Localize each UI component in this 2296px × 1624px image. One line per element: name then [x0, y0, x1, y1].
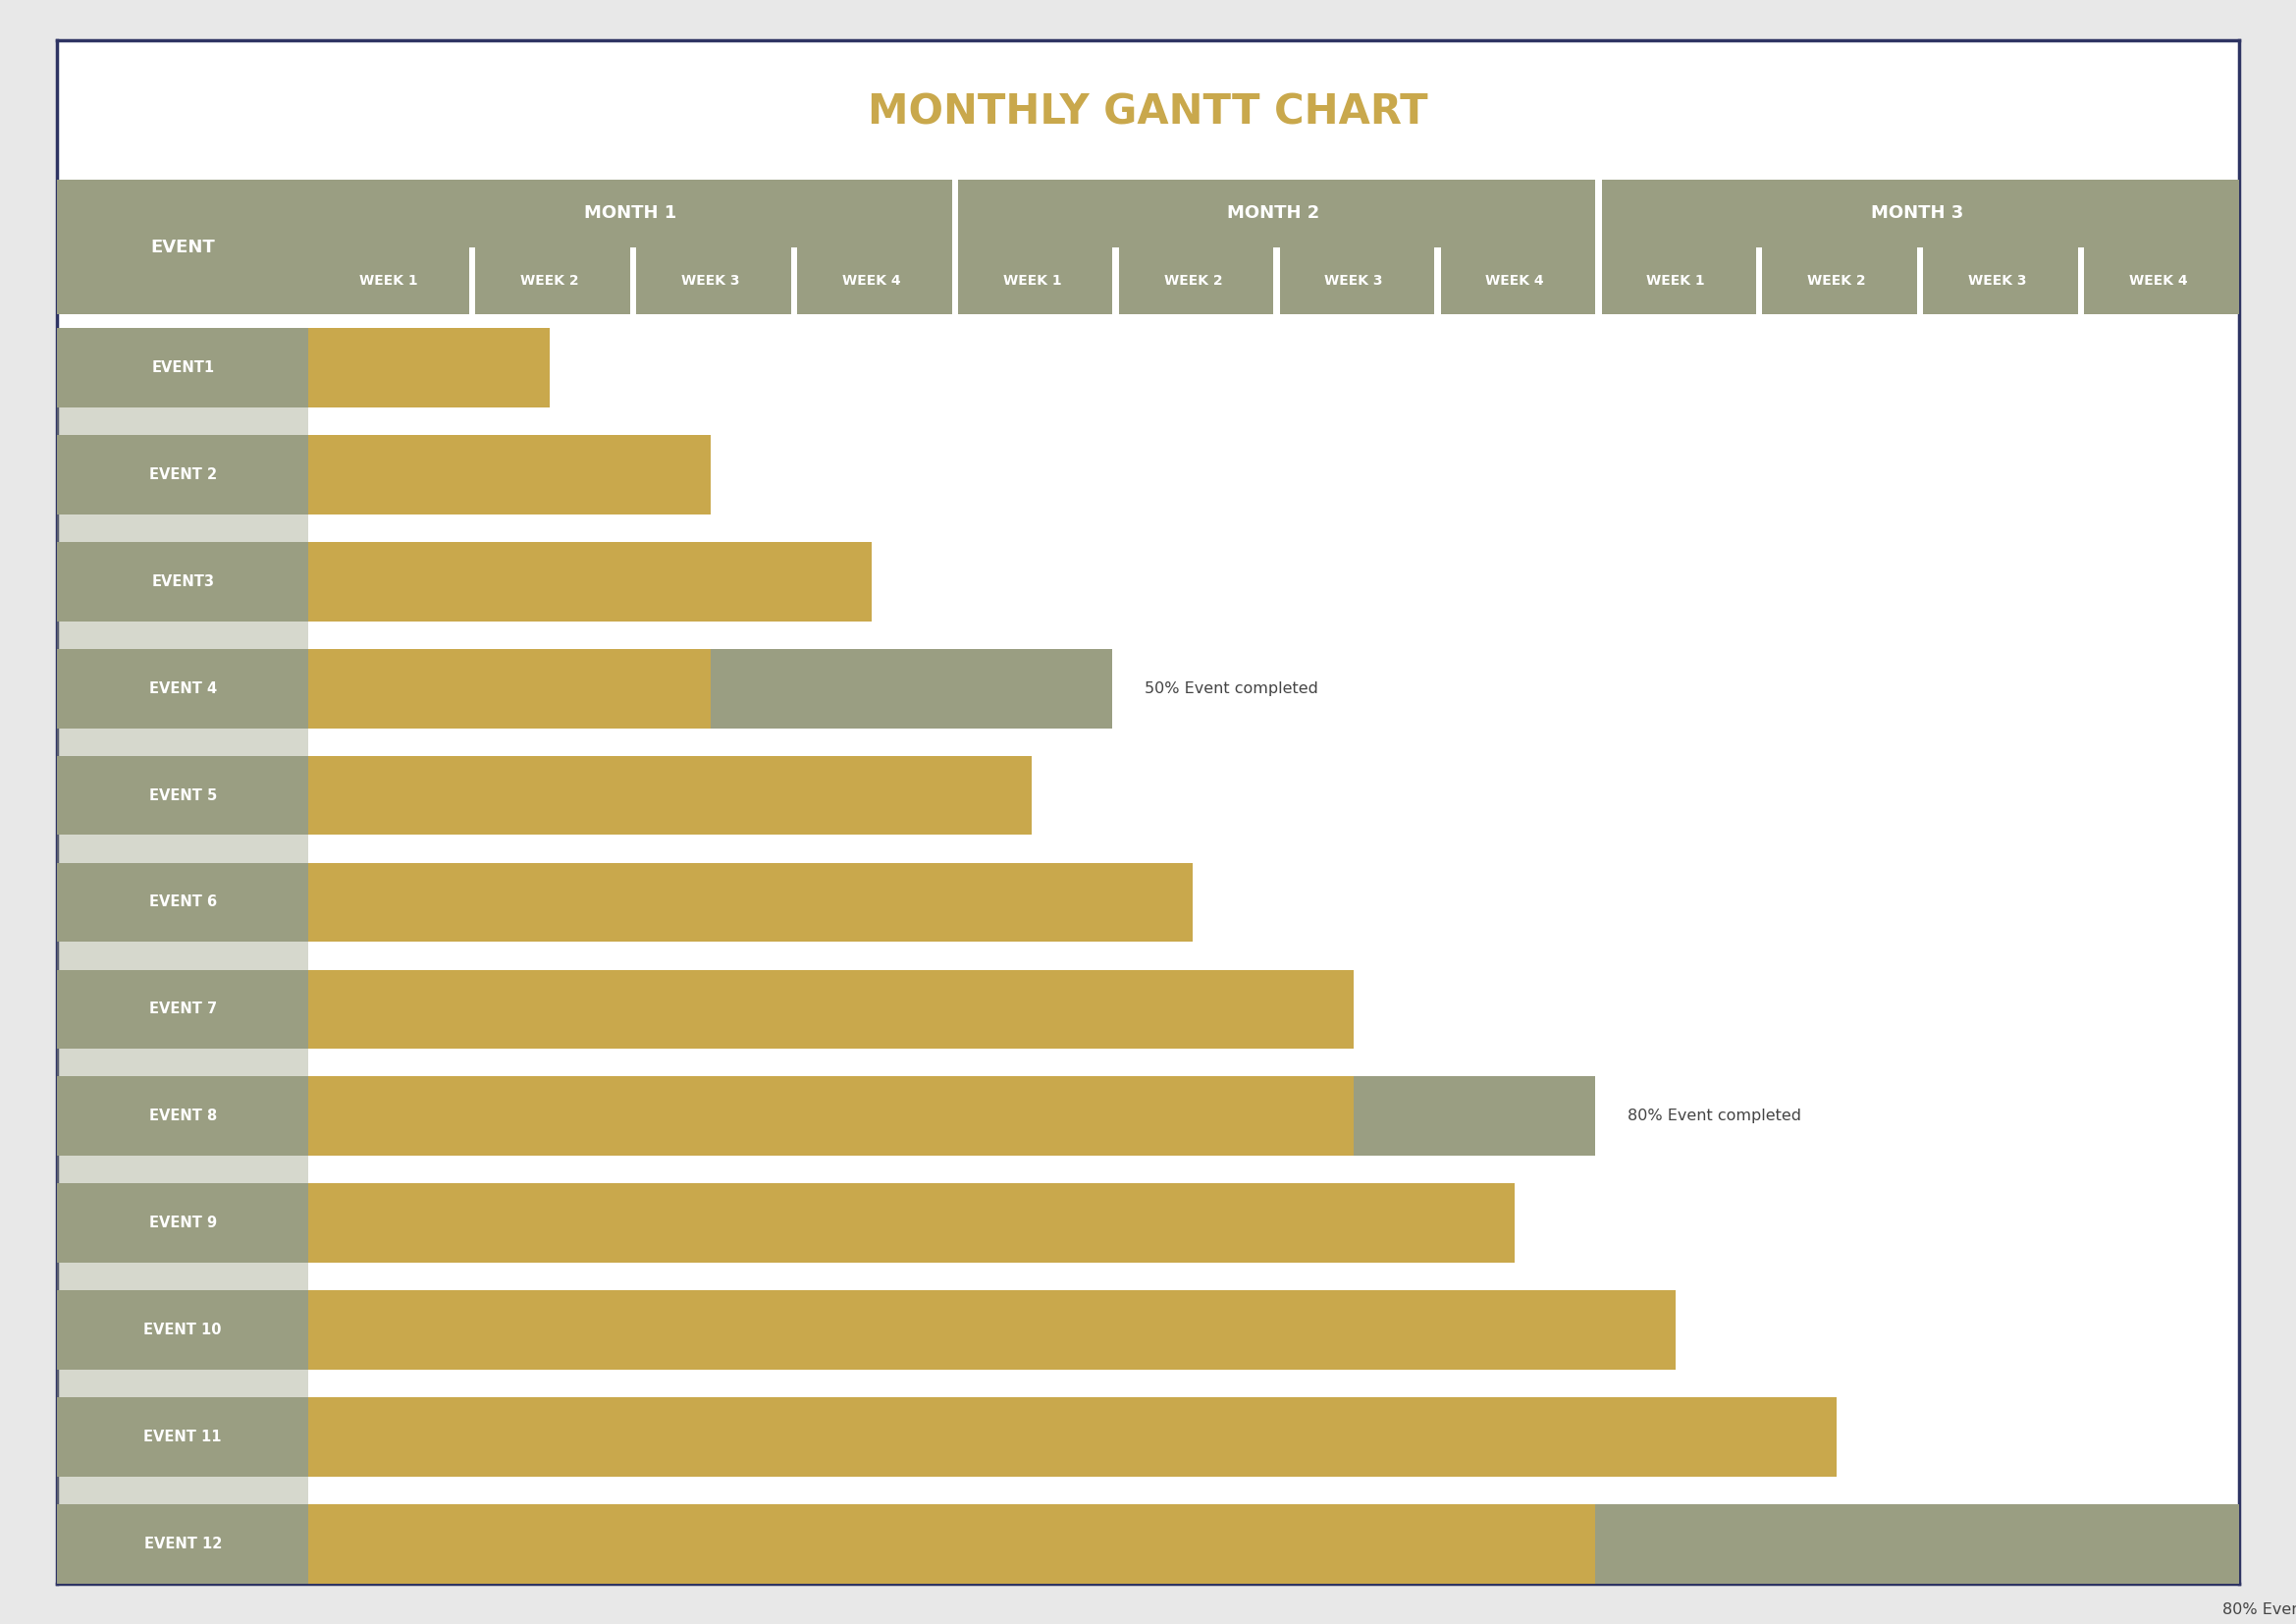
- Bar: [308, 1077, 1355, 1156]
- Bar: [1279, 247, 1435, 315]
- Bar: [57, 1049, 308, 1077]
- Text: 50% Event completed: 50% Event completed: [1146, 680, 1318, 695]
- Bar: [57, 862, 308, 942]
- Bar: [308, 650, 709, 728]
- Bar: [308, 862, 1194, 942]
- Bar: [308, 180, 953, 247]
- Bar: [709, 650, 1114, 728]
- Bar: [308, 542, 870, 620]
- Text: EVENT 5: EVENT 5: [149, 788, 216, 802]
- Text: WEEK 1: WEEK 1: [1003, 274, 1061, 287]
- Text: WEEK 4: WEEK 4: [2128, 274, 2188, 287]
- Text: EVENT 11: EVENT 11: [145, 1429, 223, 1444]
- Text: EVENT 2: EVENT 2: [149, 468, 216, 482]
- Bar: [2085, 247, 2239, 315]
- Bar: [308, 247, 468, 315]
- Bar: [308, 328, 549, 408]
- Bar: [57, 1262, 308, 1291]
- Text: MONTH 2: MONTH 2: [1226, 205, 1320, 222]
- Bar: [57, 408, 308, 435]
- Text: EVENT1: EVENT1: [152, 361, 214, 375]
- Text: WEEK 3: WEEK 3: [1325, 274, 1382, 287]
- Bar: [1603, 247, 1756, 315]
- Bar: [57, 180, 308, 315]
- Bar: [57, 328, 308, 408]
- Bar: [1603, 180, 2239, 247]
- Bar: [57, 970, 308, 1049]
- Bar: [57, 620, 308, 650]
- Bar: [57, 515, 308, 542]
- Text: WEEK 3: WEEK 3: [682, 274, 739, 287]
- Bar: [57, 728, 308, 755]
- Bar: [57, 1504, 308, 1583]
- Bar: [57, 1156, 308, 1184]
- Text: WEEK 2: WEEK 2: [1807, 274, 1867, 287]
- Bar: [1118, 247, 1274, 315]
- Bar: [308, 755, 1033, 835]
- Text: 80% Event completed: 80% Event completed: [2223, 1603, 2296, 1618]
- Text: EVENT 7: EVENT 7: [149, 1002, 216, 1017]
- Bar: [308, 435, 709, 515]
- Bar: [57, 755, 308, 835]
- Bar: [308, 1504, 1596, 1583]
- Bar: [57, 942, 308, 970]
- Bar: [57, 1184, 308, 1262]
- Bar: [957, 247, 1114, 315]
- Text: EVENT 12: EVENT 12: [145, 1536, 223, 1551]
- Text: 80% Event completed: 80% Event completed: [1628, 1109, 1800, 1124]
- Text: WEEK 1: WEEK 1: [1646, 274, 1706, 287]
- Text: WEEK 2: WEEK 2: [521, 274, 579, 287]
- Bar: [57, 542, 308, 620]
- Text: MONTHLY GANTT CHART: MONTHLY GANTT CHART: [868, 93, 1428, 133]
- Bar: [957, 180, 1596, 247]
- Bar: [57, 1291, 308, 1369]
- Text: EVENT 9: EVENT 9: [149, 1216, 216, 1231]
- Bar: [57, 1397, 308, 1476]
- Text: WEEK 1: WEEK 1: [360, 274, 418, 287]
- Bar: [308, 1397, 1837, 1476]
- Bar: [636, 247, 790, 315]
- Bar: [308, 1184, 1515, 1262]
- Text: WEEK 4: WEEK 4: [1486, 274, 1543, 287]
- Bar: [1924, 247, 2078, 315]
- Text: EVENT 4: EVENT 4: [149, 680, 216, 695]
- Bar: [1355, 1077, 1596, 1156]
- Bar: [57, 835, 308, 862]
- Bar: [1440, 247, 1596, 315]
- Text: MONTH 1: MONTH 1: [583, 205, 677, 222]
- Bar: [57, 435, 308, 515]
- Text: EVENT 8: EVENT 8: [149, 1109, 216, 1124]
- Bar: [308, 970, 1355, 1049]
- Bar: [57, 1476, 308, 1504]
- Text: EVENT 6: EVENT 6: [149, 895, 216, 909]
- Text: EVENT 10: EVENT 10: [145, 1322, 223, 1337]
- Bar: [475, 247, 629, 315]
- Text: WEEK 3: WEEK 3: [1968, 274, 2027, 287]
- Bar: [57, 1369, 308, 1397]
- Text: MONTH 3: MONTH 3: [1871, 205, 1963, 222]
- Text: WEEK 4: WEEK 4: [843, 274, 900, 287]
- Bar: [1596, 1504, 2239, 1583]
- Bar: [1763, 247, 1917, 315]
- Text: EVENT: EVENT: [152, 239, 216, 257]
- Bar: [308, 1291, 1676, 1369]
- Text: WEEK 2: WEEK 2: [1164, 274, 1221, 287]
- Text: EVENT3: EVENT3: [152, 575, 214, 590]
- Bar: [57, 1077, 308, 1156]
- Bar: [57, 650, 308, 728]
- Bar: [797, 247, 953, 315]
